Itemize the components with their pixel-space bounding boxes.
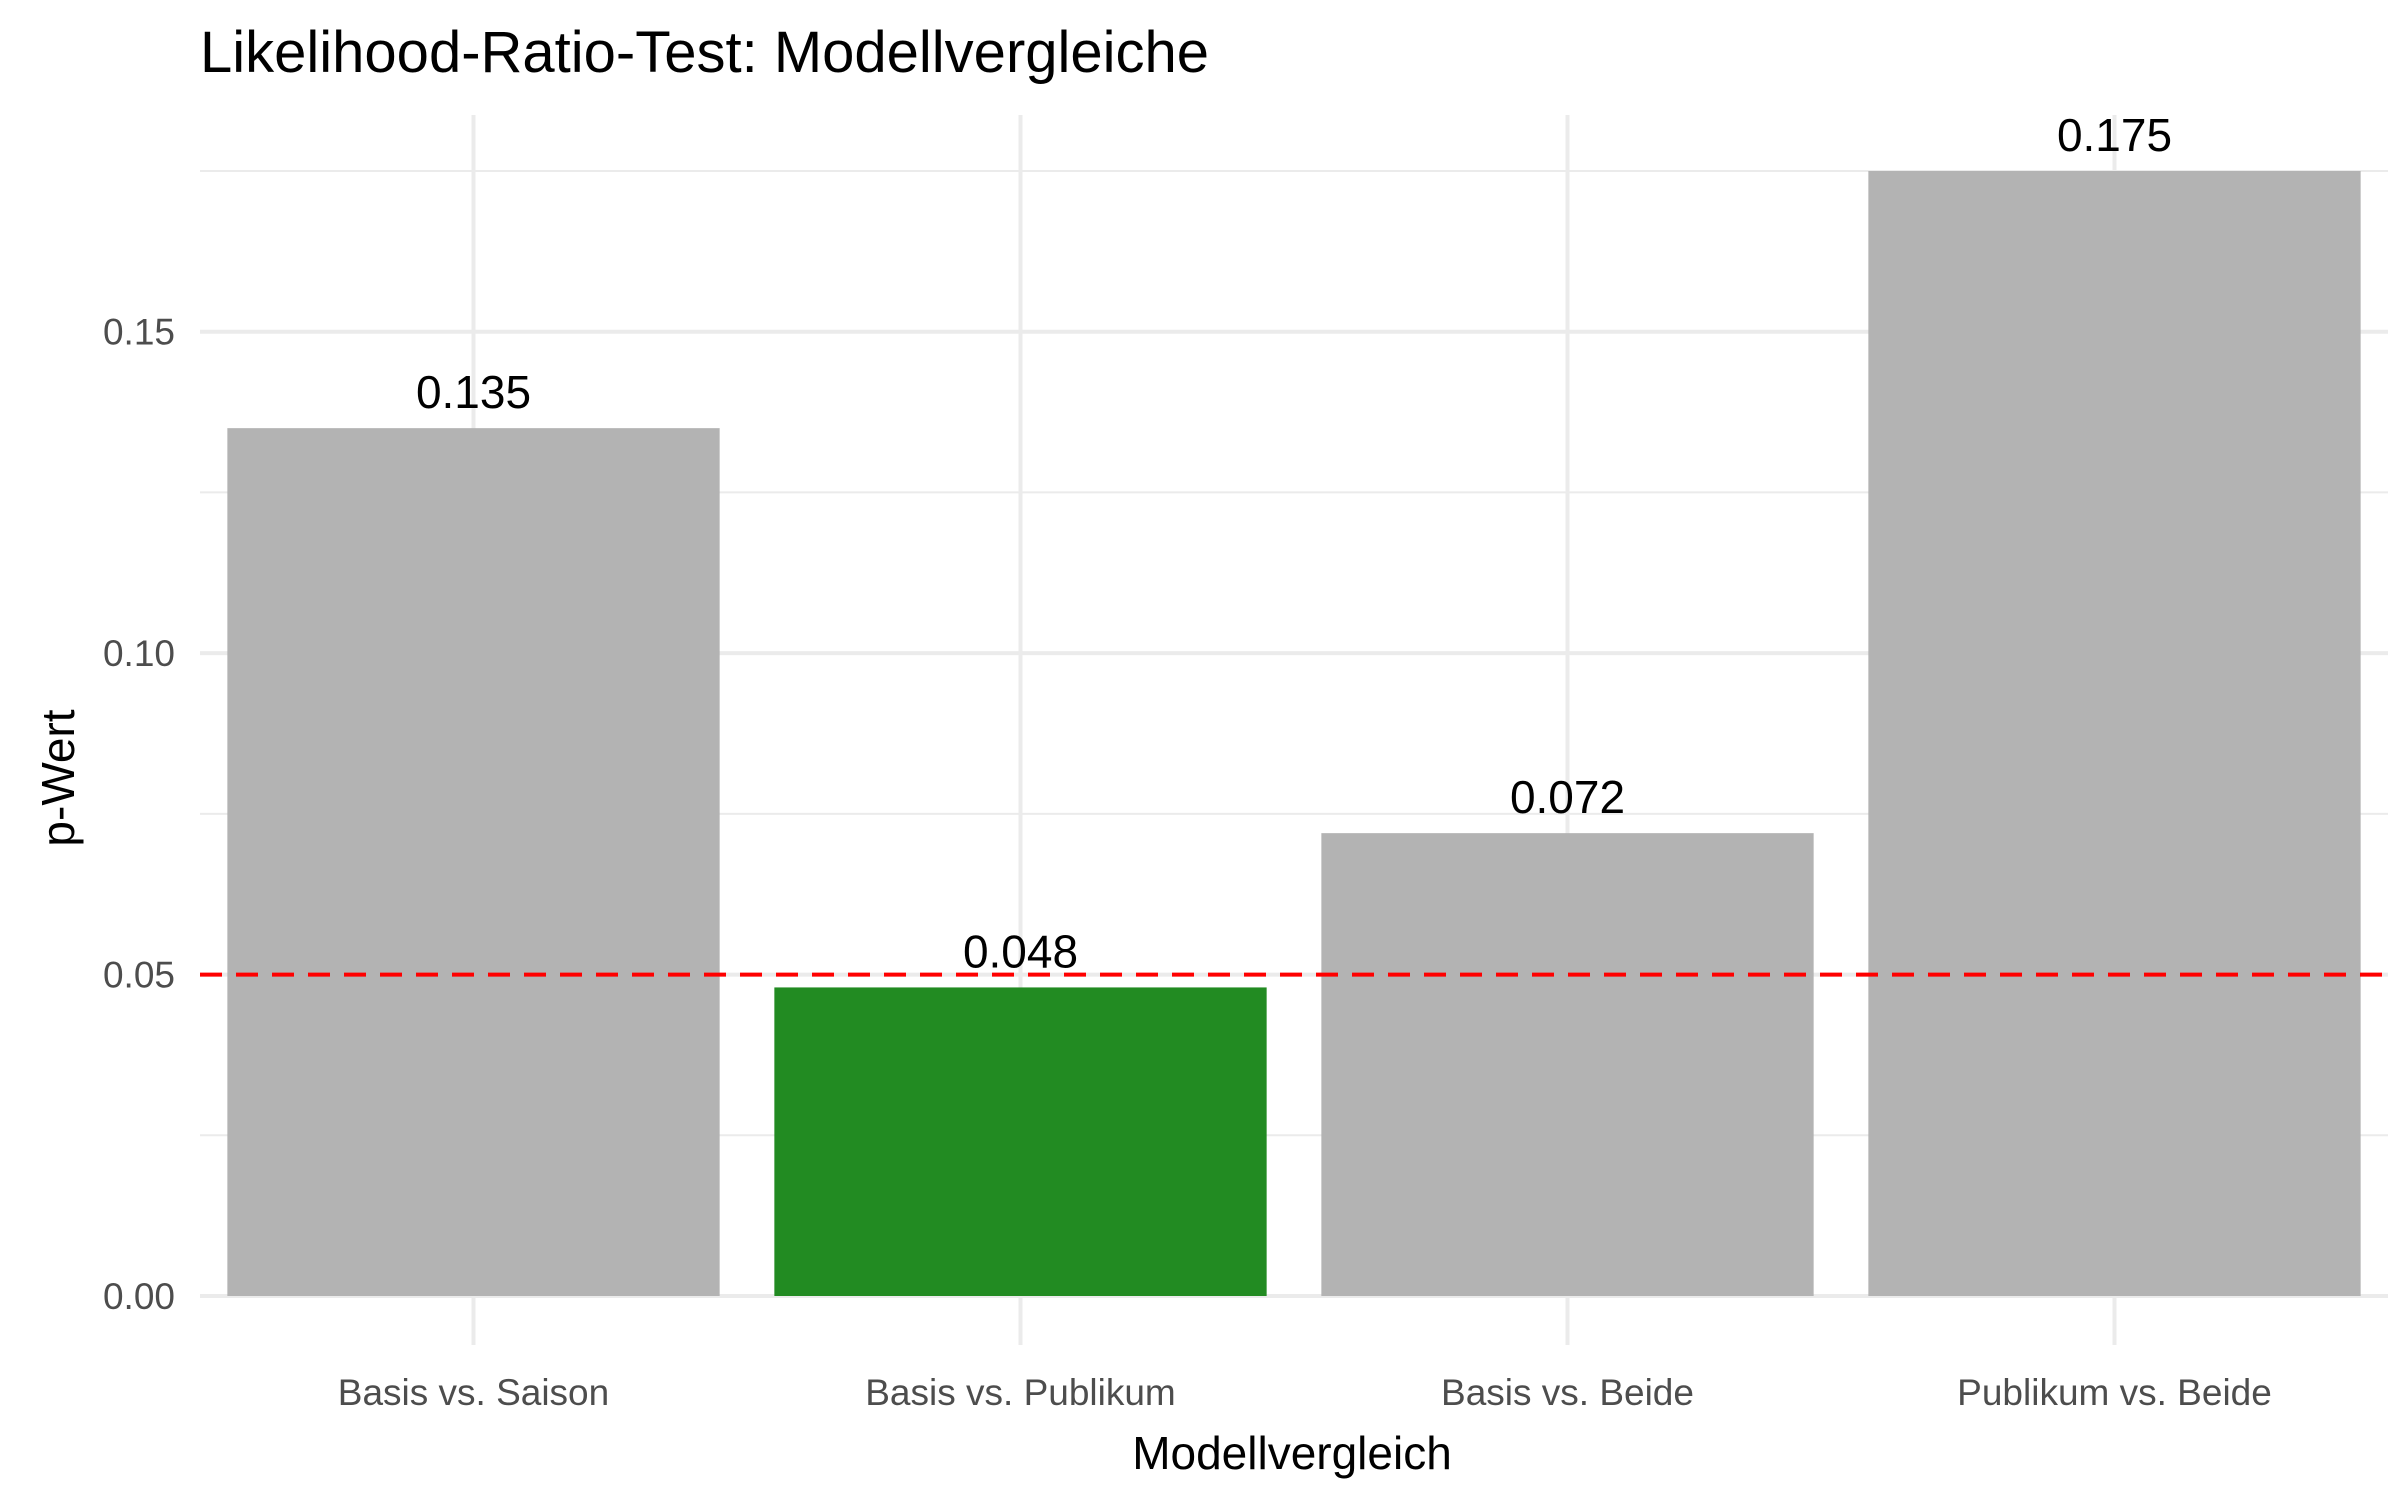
x-tick-label: Publikum vs. Beide — [1957, 1372, 2272, 1413]
x-axis-ticks: Basis vs. Saison Basis vs. Publikum Basis … — [338, 1372, 2272, 1413]
x-tick-label: Basis vs. Beide — [1441, 1372, 1694, 1413]
data-label: 0.175 — [2057, 109, 2172, 161]
bar — [1321, 833, 1814, 1296]
y-tick-label: 0.00 — [103, 1276, 175, 1317]
bar — [227, 428, 720, 1297]
y-tick-label: 0.15 — [103, 312, 175, 353]
x-axis-title: Modellvergleich — [1132, 1427, 1452, 1479]
y-tick-label: 0.05 — [103, 955, 175, 996]
y-axis-title: p-Wert — [32, 709, 84, 846]
data-label: 0.048 — [963, 925, 1078, 977]
chart-title: Likelihood-Ratio-Test: Modellvergleiche — [200, 20, 1209, 85]
x-tick-label: Basis vs. Publikum — [865, 1372, 1176, 1413]
y-axis-ticks: 0.00 0.05 0.10 0.15 — [103, 312, 175, 1317]
data-label: 0.072 — [1510, 771, 1625, 823]
bar — [1868, 171, 2361, 1296]
data-labels: 0.135 0.048 0.072 0.175 — [416, 109, 2172, 977]
x-tick-label: Basis vs. Saison — [338, 1372, 609, 1413]
bar — [774, 987, 1267, 1296]
y-tick-label: 0.10 — [103, 633, 175, 674]
bars — [227, 171, 2361, 1297]
data-label: 0.135 — [416, 366, 531, 418]
